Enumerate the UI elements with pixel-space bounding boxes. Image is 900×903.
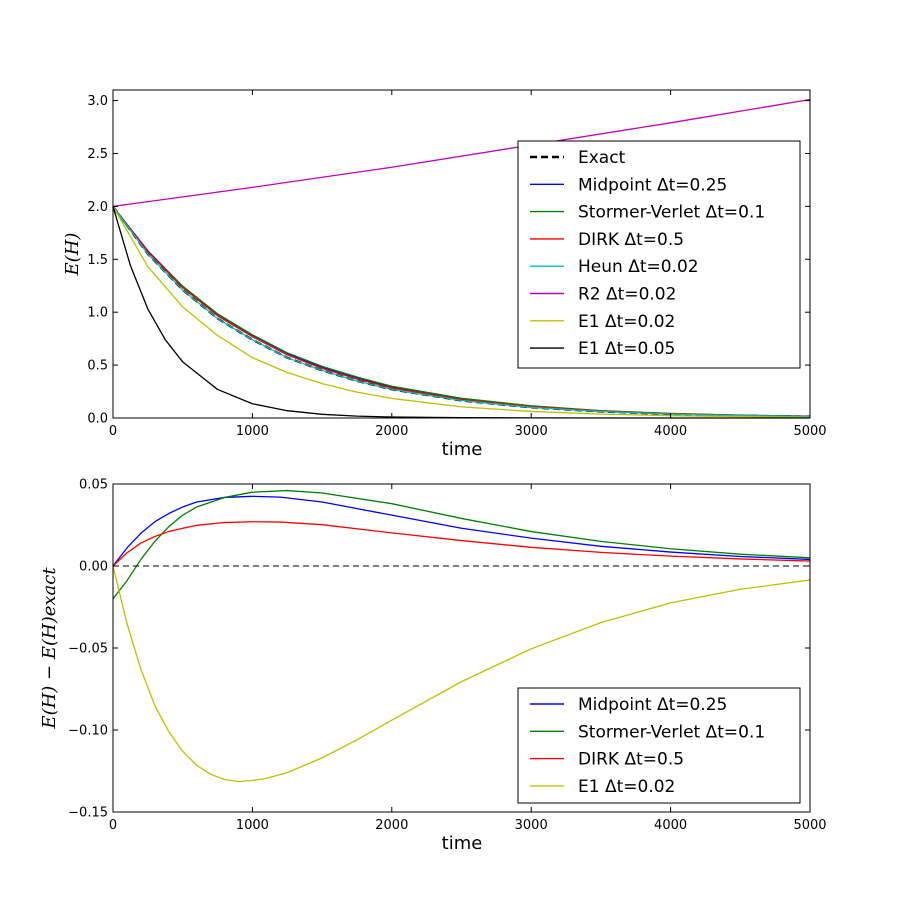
bottom-xtick-label: 2000 [375, 818, 408, 833]
bottom-legend: Midpoint Δt=0.25 Stormer-Verlet Δt=0.1 DIR… [517, 687, 801, 804]
top-legend-label-e1-t-0-02: E1 Δt=0.02 [578, 312, 675, 332]
bottom-legend-label-stormer-verlet-t-0-1: Stormer-Verlet Δt=0.1 [578, 722, 765, 742]
bottom-ylabel: E(H) − E(H)exact [39, 567, 60, 730]
top-ytick-label: 3.0 [87, 94, 108, 109]
top-ticks: 0 1000 2000 3000 4000 5000 0.0 0.5 1.0 1.5 2.0 2.5 3… [87, 90, 827, 439]
bottom-series-group [112, 489, 811, 783]
top-ytick-label: 1.5 [87, 253, 108, 268]
bottom-legend-label-dirk-t-0-5: DIRK Δt=0.5 [578, 750, 684, 770]
bottom-series-e1-t-0-02 [112, 565, 811, 783]
top-xtick-label: 5000 [793, 424, 826, 439]
bottom-legend-frame [517, 687, 801, 804]
bottom-ytick-label: 0.00 [79, 560, 108, 575]
top-series-e1-t-0-02 [112, 206, 811, 419]
top-xtick-label: 1000 [236, 424, 269, 439]
top-ytick-label: 0.5 [87, 359, 108, 374]
top-plot-frame [112, 89, 811, 419]
bottom-series-stormer-verlet-t-0-1 [112, 489, 811, 600]
top-series-heun-t-0-02 [112, 206, 811, 418]
bottom-ytick-label: −0.05 [68, 642, 108, 657]
top-series-r2-t-0-02 [112, 98, 811, 208]
bottom-xtick-label: 3000 [515, 818, 548, 833]
top-legend-label-r2-t-0-02: R2 Δt=0.02 [578, 285, 676, 305]
bottom-xlabel: time [442, 833, 483, 854]
top-legend-label-midpoint-t-0-25: Midpoint Δt=0.25 [578, 175, 727, 195]
bottom-legend-items: Midpoint Δt=0.25 Stormer-Verlet Δt=0.1 DIR… [530, 695, 765, 797]
bottom-series-midpoint-t-0-25 [112, 495, 811, 567]
top-ylabel: E(H) [62, 233, 83, 277]
top-ytick-label: 2.0 [87, 200, 108, 215]
top-legend-items: Exact Midpoint Δt=0.25 Stormer-Verlet Δt=0… [530, 148, 765, 359]
top-ytick-label: 1.0 [87, 306, 108, 321]
top-legend: Exact Midpoint Δt=0.25 Stormer-Verlet Δt=0… [517, 140, 801, 369]
top-legend-label-stormer-verlet-t-0-1: Stormer-Verlet Δt=0.1 [578, 203, 765, 223]
top-ytick-label: 2.5 [87, 147, 108, 162]
top-xtick-label: 3000 [515, 424, 548, 439]
top-legend-label-e1-t-0-05: E1 Δt=0.05 [578, 339, 675, 359]
bottom-xtick-label: 1000 [236, 818, 269, 833]
bottom-ytick-label: 0.05 [79, 478, 108, 493]
bottom-ytick-label: −0.15 [68, 806, 108, 821]
top-ytick-label: 0.0 [87, 412, 108, 427]
top-xtick-label: 4000 [654, 424, 687, 439]
bottom-series-dirk-t-0-5 [112, 521, 811, 567]
bottom-legend-label-e1-t-0-02: E1 Δt=0.02 [578, 777, 675, 797]
bottom-legend-label-midpoint-t-0-25: Midpoint Δt=0.25 [578, 695, 727, 715]
bottom-xtick-label: 4000 [654, 818, 687, 833]
top-legend-frame [517, 140, 801, 369]
top-legend-label-heun-t-0-02: Heun Δt=0.02 [578, 257, 699, 277]
bottom-xtick-label: 5000 [793, 818, 826, 833]
top-plot: 0 1000 2000 3000 4000 5000 0.0 0.5 1.0 1.5 2.0 2.5 3… [62, 89, 827, 460]
top-xtick-label: 0 [109, 424, 117, 439]
bottom-xtick-label: 0 [109, 818, 117, 833]
top-legend-label-dirk-t-0-5: DIRK Δt=0.5 [578, 230, 684, 250]
bottom-plot: 0 1000 2000 3000 4000 5000 −0.15 −0.10 −0.05 0.00… [39, 478, 827, 855]
top-xtick-label: 2000 [375, 424, 408, 439]
top-xlabel: time [442, 439, 483, 460]
bottom-ticks: 0 1000 2000 3000 4000 5000 −0.15 −0.10 −0.05 0.00… [68, 478, 826, 834]
bottom-ytick-label: −0.10 [68, 724, 108, 739]
top-legend-label-exact: Exact [578, 148, 626, 168]
